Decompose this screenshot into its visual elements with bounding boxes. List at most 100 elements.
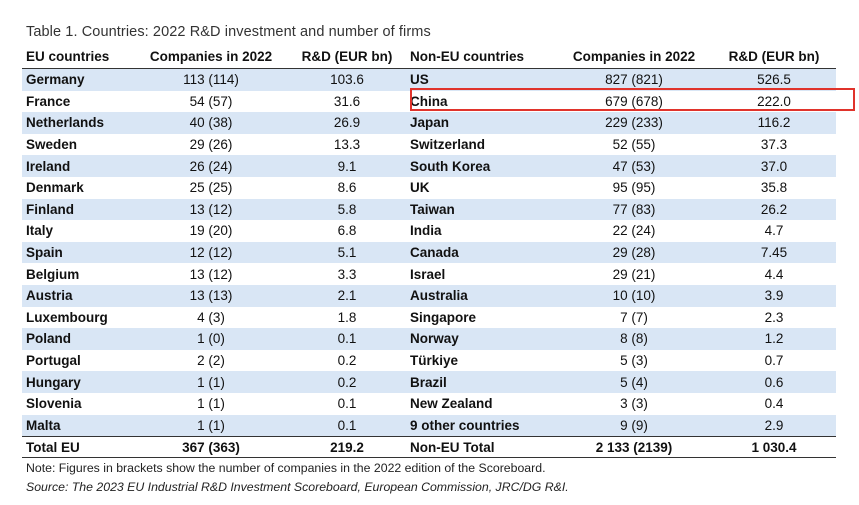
noneu-country-cell: India bbox=[410, 223, 442, 239]
noneu-rd-cell: 3.9 bbox=[708, 284, 836, 307]
table-body: Germany 113 (114) 103.6 US 827 (821) 526.5 Fra… bbox=[22, 68, 836, 437]
eu-companies-cell: 29 (26) bbox=[189, 137, 233, 153]
noneu-country-cell: Brazil bbox=[406, 371, 556, 393]
noneu-rd-cell: 2.9 bbox=[708, 414, 836, 437]
noneu-companies-cell: 29 (21) bbox=[612, 266, 656, 282]
table-row: Hungary 1 (1) 0.2 Brazil 5 (4) 0.6 bbox=[22, 371, 836, 393]
noneu-country-cell: UK bbox=[410, 180, 430, 196]
table-note: Note: Figures in brackets show the numbe… bbox=[26, 461, 546, 475]
noneu-country-cell: Türkiye bbox=[410, 353, 459, 369]
eu-companies-cell: 40 (38) bbox=[134, 112, 284, 134]
noneu-rd-cell: 4.4 bbox=[764, 266, 784, 282]
eu-companies-cell: 1 (1) bbox=[134, 414, 284, 437]
eu-rd-cell: 1.8 bbox=[337, 309, 357, 325]
table-row: Belgium 13 (12) 3.3 Israel 29 (21) 4.4 bbox=[22, 263, 836, 285]
eu-companies-cell: 13 (12) bbox=[134, 198, 284, 221]
noneu-companies-cell: 95 (95) bbox=[612, 180, 656, 196]
eu-companies-cell: 13 (12) bbox=[189, 266, 233, 282]
eu-companies-cell: 13 (13) bbox=[134, 284, 284, 307]
table-row: Finland 13 (12) 5.8 Taiwan 77 (83) 26.2 bbox=[22, 198, 836, 221]
table-row: Malta 1 (1) 0.1 9 other countries 9 (9) 2.9 bbox=[22, 414, 836, 437]
noneu-country-cell: 9 other countries bbox=[406, 414, 556, 437]
noneu-companies-cell: 827 (821) bbox=[556, 68, 708, 91]
eu-country-cell: Slovenia bbox=[26, 396, 82, 412]
noneu-rd-cell: 0.4 bbox=[764, 396, 784, 412]
eu-rd-cell: 5.1 bbox=[284, 241, 406, 264]
eu-companies-cell: 25 (25) bbox=[189, 180, 233, 196]
eu-rd-cell: 0.1 bbox=[284, 328, 406, 350]
noneu-rd-cell: 2.3 bbox=[764, 309, 784, 325]
noneu-companies-cell: 5 (3) bbox=[620, 353, 648, 369]
noneu-companies-cell: 22 (24) bbox=[612, 223, 656, 239]
header-noneu-rd: R&D (EUR bn) bbox=[708, 44, 836, 69]
table-row: France 54 (57) 31.6 China 679 (678) 222.0 bbox=[22, 91, 836, 113]
table-row: Poland 1 (0) 0.1 Norway 8 (8) 1.2 bbox=[22, 328, 836, 350]
noneu-rd-cell: 37.3 bbox=[760, 137, 788, 153]
eu-country-cell: Spain bbox=[22, 241, 134, 264]
totals-row: Total EU 367 (363) 219.2 Non-EU Total 2 … bbox=[22, 436, 836, 459]
eu-rd-cell: 13.3 bbox=[333, 137, 361, 153]
eu-country-cell: France bbox=[26, 93, 71, 109]
eu-rd-cell: 9.1 bbox=[284, 155, 406, 177]
noneu-rd-cell: 222.0 bbox=[757, 93, 791, 109]
eu-rd-cell: 5.8 bbox=[284, 198, 406, 221]
total-noneu-label: Non-EU Total bbox=[406, 436, 556, 459]
noneu-country-cell: South Korea bbox=[406, 155, 556, 177]
eu-rd-cell: 103.6 bbox=[284, 68, 406, 91]
noneu-country-cell: China bbox=[410, 93, 448, 109]
noneu-companies-cell: 47 (53) bbox=[556, 155, 708, 177]
noneu-companies-cell: 679 (678) bbox=[605, 93, 663, 109]
table-row: Ireland 26 (24) 9.1 South Korea 47 (53) 37.0 bbox=[22, 155, 836, 177]
noneu-companies-cell: 5 (4) bbox=[556, 371, 708, 393]
eu-rd-cell: 0.1 bbox=[337, 396, 357, 412]
table-row: Slovenia 1 (1) 0.1 New Zealand 3 (3) 0.4 bbox=[22, 393, 836, 415]
noneu-country-cell: US bbox=[406, 68, 556, 91]
noneu-country-cell: Taiwan bbox=[406, 198, 556, 221]
eu-rd-cell: 2.1 bbox=[284, 284, 406, 307]
total-noneu-rd: 1 030.4 bbox=[708, 436, 836, 459]
eu-companies-cell: 26 (24) bbox=[134, 155, 284, 177]
noneu-rd-cell: 7.45 bbox=[708, 241, 836, 264]
eu-country-cell: Austria bbox=[22, 284, 134, 307]
noneu-country-cell: Japan bbox=[406, 112, 556, 134]
table-row: Denmark 25 (25) 8.6 UK 95 (95) 35.8 bbox=[22, 177, 836, 199]
header-eu-countries: EU countries bbox=[22, 44, 134, 69]
eu-country-cell: Luxembourg bbox=[26, 309, 108, 325]
eu-country-cell: Denmark bbox=[26, 180, 84, 196]
eu-companies-cell: 113 (114) bbox=[134, 68, 284, 91]
noneu-rd-cell: 4.7 bbox=[764, 223, 784, 239]
noneu-rd-cell: 1.2 bbox=[708, 328, 836, 350]
eu-companies-cell: 19 (20) bbox=[189, 223, 233, 239]
table-row: Austria 13 (13) 2.1 Australia 10 (10) 3.9 bbox=[22, 284, 836, 307]
noneu-rd-cell: 35.8 bbox=[760, 180, 788, 196]
table-row: Italy 19 (20) 6.8 India 22 (24) 4.7 bbox=[22, 220, 836, 242]
eu-rd-cell: 3.3 bbox=[337, 266, 357, 282]
eu-rd-cell: 6.8 bbox=[337, 223, 357, 239]
eu-rd-cell: 26.9 bbox=[284, 112, 406, 134]
noneu-companies-cell: 29 (28) bbox=[556, 241, 708, 264]
eu-country-cell: Belgium bbox=[26, 266, 80, 282]
header-noneu-countries: Non-EU countries bbox=[406, 44, 556, 69]
eu-country-cell: Ireland bbox=[22, 155, 134, 177]
noneu-country-cell: Israel bbox=[410, 266, 446, 282]
noneu-companies-cell: 8 (8) bbox=[556, 328, 708, 350]
eu-companies-cell: 1 (1) bbox=[197, 396, 225, 412]
eu-companies-cell: 1 (1) bbox=[134, 371, 284, 393]
noneu-rd-cell: 116.2 bbox=[708, 112, 836, 134]
total-noneu-companies: 2 133 (2139) bbox=[556, 436, 708, 459]
eu-companies-cell: 54 (57) bbox=[189, 93, 233, 109]
noneu-companies-cell: 7 (7) bbox=[620, 309, 648, 325]
eu-country-cell: Portugal bbox=[26, 353, 81, 369]
noneu-rd-cell: 26.2 bbox=[708, 198, 836, 221]
header-eu-companies: Companies in 2022 bbox=[134, 44, 284, 69]
countries-table: EU countries Companies in 2022 R&D (EUR … bbox=[22, 44, 836, 459]
table-caption: Table 1. Countries: 2022 R&D investment … bbox=[26, 24, 431, 40]
noneu-rd-cell: 0.7 bbox=[764, 353, 784, 369]
header-eu-rd: R&D (EUR bn) bbox=[284, 44, 406, 69]
table-header-row: EU countries Companies in 2022 R&D (EUR … bbox=[22, 44, 836, 69]
eu-country-cell: Italy bbox=[26, 223, 54, 239]
noneu-companies-cell: 9 (9) bbox=[556, 414, 708, 437]
total-eu-label: Total EU bbox=[22, 436, 134, 459]
eu-companies-cell: 12 (12) bbox=[134, 241, 284, 264]
eu-country-cell: Hungary bbox=[22, 371, 134, 393]
